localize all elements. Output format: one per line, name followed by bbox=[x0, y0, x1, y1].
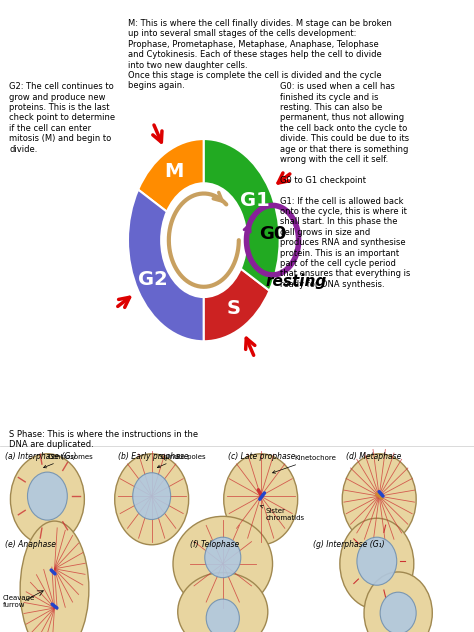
Text: G1: G1 bbox=[240, 191, 270, 210]
Text: (c) Late prophase: (c) Late prophase bbox=[228, 452, 295, 461]
Ellipse shape bbox=[10, 454, 84, 545]
Text: (b) Early prophase: (b) Early prophase bbox=[118, 452, 189, 461]
Text: M: M bbox=[164, 162, 184, 181]
Text: G0: is used when a cell has
finished its cycle and is
resting. This can also be
: G0: is used when a cell has finished its… bbox=[280, 82, 410, 289]
Ellipse shape bbox=[224, 454, 298, 545]
Text: S Phase: This is where the instructions in the
DNA are duplicated.: S Phase: This is where the instructions … bbox=[9, 430, 199, 449]
Text: Centrosomes: Centrosomes bbox=[44, 454, 93, 468]
Text: (d) Metaphase: (d) Metaphase bbox=[346, 452, 401, 461]
Text: (e) Anaphase: (e) Anaphase bbox=[5, 540, 56, 549]
Text: (g) Interphase (G₁): (g) Interphase (G₁) bbox=[313, 540, 384, 549]
Text: G2: G2 bbox=[137, 270, 167, 289]
Text: G0: G0 bbox=[259, 225, 286, 243]
Ellipse shape bbox=[205, 537, 241, 578]
Text: M: This is where the cell finally divides. M stage can be broken
up into several: M: This is where the cell finally divide… bbox=[128, 19, 392, 90]
Text: (f) Telophase: (f) Telophase bbox=[190, 540, 239, 549]
Text: Kinetochore: Kinetochore bbox=[273, 455, 336, 473]
Wedge shape bbox=[138, 139, 204, 212]
Ellipse shape bbox=[27, 472, 67, 520]
Text: Spindle poles: Spindle poles bbox=[157, 454, 205, 468]
Ellipse shape bbox=[115, 454, 189, 545]
Ellipse shape bbox=[364, 572, 432, 632]
Text: (a) Interphase (G₂): (a) Interphase (G₂) bbox=[5, 452, 76, 461]
Ellipse shape bbox=[380, 592, 416, 632]
Ellipse shape bbox=[173, 516, 273, 611]
Ellipse shape bbox=[206, 599, 239, 632]
Wedge shape bbox=[128, 190, 204, 341]
Text: Sister
chromatids: Sister chromatids bbox=[260, 506, 305, 521]
Ellipse shape bbox=[342, 454, 416, 545]
Text: S: S bbox=[227, 299, 240, 318]
Ellipse shape bbox=[133, 473, 171, 520]
Ellipse shape bbox=[20, 521, 89, 632]
Ellipse shape bbox=[340, 518, 414, 609]
Text: Cleavage
furrow: Cleavage furrow bbox=[2, 595, 35, 608]
Ellipse shape bbox=[357, 537, 397, 585]
Ellipse shape bbox=[178, 573, 268, 632]
Text: G2: The cell continues to
grow and produce new
proteins. This is the last
check : G2: The cell continues to grow and produ… bbox=[9, 82, 116, 154]
Wedge shape bbox=[204, 269, 270, 341]
Text: resting: resting bbox=[265, 274, 327, 289]
Wedge shape bbox=[204, 139, 280, 291]
